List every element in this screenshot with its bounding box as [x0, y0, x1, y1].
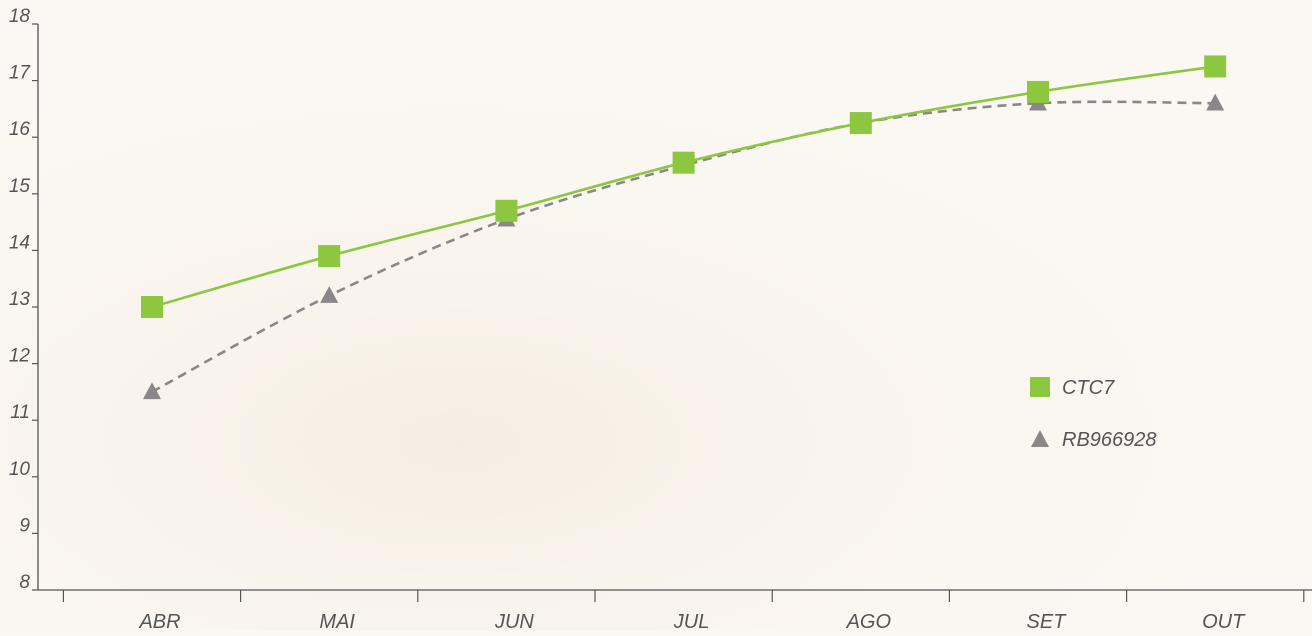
x-tick-label: SET [1027, 611, 1068, 631]
y-tick-label: 16 [9, 119, 31, 140]
y-tick-label: 13 [9, 289, 31, 310]
y-tick-label: 11 [10, 402, 30, 423]
y-tick-label: 18 [9, 6, 31, 27]
x-tick-label: JUL [673, 611, 710, 631]
data-point-ctc7 [672, 151, 695, 174]
legend-label: CTC7 [1062, 377, 1115, 399]
y-tick-label: 9 [19, 515, 30, 536]
x-tick-label: AGO [846, 611, 891, 631]
data-point-ctc7 [1027, 80, 1049, 103]
data-point-rb966928 [320, 286, 339, 303]
legend-marker-square [1030, 377, 1050, 397]
axes: 8 9 10 11 12 13 14 15 16 17 18 ABR MAI JUN JUL AGO SET OU… [9, 6, 1312, 633]
x-tick-label: MAI [319, 611, 355, 631]
y-tick-label: 10 [9, 459, 31, 480]
data-point-rb966928 [143, 382, 161, 400]
data-point-ctc7 [141, 296, 163, 318]
data-point-ctc7 [495, 199, 518, 222]
legend-label: RB966928 [1062, 429, 1157, 451]
legend: CTC7 RB966928 [1030, 377, 1157, 451]
y-tick-label: 17 [9, 63, 32, 84]
data-point-ctc7 [1204, 55, 1227, 78]
x-tick-label: JUN [494, 611, 534, 631]
y-tick-label: 8 [19, 572, 30, 593]
series-layer [141, 55, 1227, 400]
y-tick-label: 15 [9, 176, 31, 197]
data-point-ctc7 [318, 245, 341, 268]
x-tick-label: OUT [1202, 611, 1246, 631]
x-tick-label: ABR [138, 611, 180, 631]
y-tick-label: 14 [9, 232, 30, 253]
legend-marker-triangle [1031, 430, 1049, 447]
data-point-rb966928 [1206, 93, 1225, 111]
y-tick-label: 12 [9, 346, 31, 367]
data-point-ctc7 [849, 112, 872, 135]
